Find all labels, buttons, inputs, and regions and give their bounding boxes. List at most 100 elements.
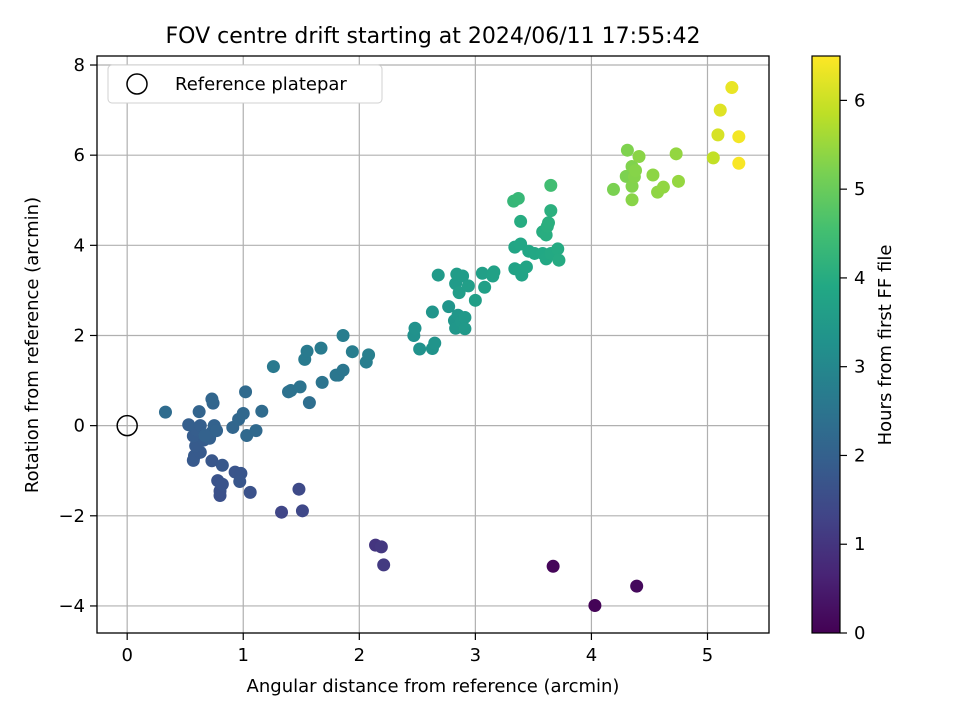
x-tick-label: 5 bbox=[702, 645, 713, 666]
y-axis-label: Rotation from reference (arcmin) bbox=[22, 197, 43, 493]
data-point bbox=[275, 505, 289, 519]
data-point bbox=[461, 279, 475, 293]
data-point bbox=[336, 328, 350, 342]
x-tick-label: 2 bbox=[354, 645, 365, 666]
data-point bbox=[205, 454, 219, 468]
data-point bbox=[193, 419, 207, 433]
data-point bbox=[362, 348, 376, 362]
scatter-points bbox=[158, 81, 746, 613]
y-tick-label: 6 bbox=[74, 145, 85, 166]
data-point bbox=[192, 405, 206, 419]
chart-title: FOV centre drift starting at 2024/06/11 … bbox=[166, 24, 701, 49]
data-point bbox=[511, 191, 525, 205]
data-point bbox=[606, 182, 620, 196]
data-point bbox=[431, 268, 445, 282]
data-point bbox=[725, 81, 739, 95]
grid bbox=[97, 56, 769, 633]
data-point bbox=[233, 475, 247, 489]
colorbar-label: Hours from first FF file bbox=[875, 245, 896, 446]
data-point bbox=[552, 253, 566, 267]
data-point bbox=[519, 260, 533, 274]
data-point bbox=[711, 128, 725, 142]
data-point bbox=[646, 168, 660, 182]
colorbar-tick-label: 5 bbox=[854, 179, 865, 200]
y-tick-label: −2 bbox=[58, 506, 85, 527]
data-point bbox=[514, 214, 528, 228]
data-point bbox=[302, 396, 316, 410]
data-point bbox=[292, 482, 306, 496]
colorbar: 0 1 2 3 4 5 6 Hours from first FF file bbox=[811, 55, 896, 644]
data-point bbox=[732, 130, 746, 144]
data-point bbox=[236, 406, 250, 420]
data-point bbox=[243, 485, 257, 499]
data-point bbox=[541, 216, 555, 230]
data-point bbox=[458, 310, 472, 324]
data-point bbox=[158, 405, 172, 419]
data-point bbox=[314, 341, 328, 355]
data-point bbox=[239, 385, 253, 399]
colorbar-gradient bbox=[811, 55, 841, 634]
x-tick-label: 0 bbox=[121, 645, 132, 666]
data-point bbox=[551, 242, 565, 256]
legend: Reference platepar bbox=[107, 64, 383, 104]
data-point bbox=[544, 178, 558, 192]
plot-frame bbox=[96, 55, 770, 634]
data-point bbox=[377, 558, 391, 572]
colorbar-tick-label: 4 bbox=[854, 268, 865, 289]
colorbar-tick-label: 2 bbox=[854, 445, 865, 466]
data-point bbox=[198, 429, 212, 443]
data-point bbox=[210, 424, 224, 438]
colorbar-tick-label: 1 bbox=[854, 534, 865, 555]
data-point bbox=[428, 336, 442, 350]
data-point bbox=[671, 174, 685, 188]
data-point bbox=[425, 305, 439, 319]
data-point bbox=[182, 418, 196, 432]
y-tick-label: 2 bbox=[74, 325, 85, 346]
data-point bbox=[442, 300, 456, 314]
data-point bbox=[413, 342, 427, 356]
data-point bbox=[374, 540, 388, 554]
x-tick-label: 1 bbox=[238, 645, 249, 666]
data-point bbox=[669, 147, 683, 161]
plot-area bbox=[96, 55, 770, 634]
data-point bbox=[656, 180, 670, 194]
data-point bbox=[630, 579, 644, 593]
y-tick-label: −4 bbox=[58, 596, 85, 617]
data-point bbox=[706, 151, 720, 165]
data-point bbox=[300, 344, 314, 358]
data-point bbox=[713, 103, 727, 117]
data-point bbox=[293, 380, 307, 394]
data-point bbox=[478, 280, 492, 294]
data-point bbox=[215, 477, 229, 491]
data-point bbox=[632, 150, 646, 164]
y-tick-label: 8 bbox=[74, 55, 85, 76]
reference-platepar-marker bbox=[116, 414, 138, 437]
data-point bbox=[452, 286, 466, 300]
data-point bbox=[249, 424, 263, 438]
colorbar-tick-label: 3 bbox=[854, 357, 865, 378]
colorbar-tick-label: 6 bbox=[854, 90, 865, 111]
x-axis-label: Angular distance from reference (arcmin) bbox=[247, 676, 620, 697]
y-axis-ticks: −4 −2 0 2 4 6 8 bbox=[58, 55, 97, 617]
data-point bbox=[215, 458, 229, 472]
data-point bbox=[315, 375, 329, 389]
y-tick-label: 4 bbox=[74, 235, 85, 256]
data-point bbox=[544, 204, 558, 218]
data-point bbox=[468, 293, 482, 307]
colorbar-ticks: 0 1 2 3 4 5 6 bbox=[840, 90, 865, 644]
data-point bbox=[255, 404, 269, 418]
data-point bbox=[620, 143, 634, 157]
data-point bbox=[546, 559, 560, 573]
data-point bbox=[588, 599, 602, 613]
data-point bbox=[629, 163, 643, 177]
legend-label: Reference platepar bbox=[175, 74, 347, 95]
data-point bbox=[266, 360, 280, 374]
data-point bbox=[487, 265, 501, 279]
data-point bbox=[295, 504, 309, 518]
data-point bbox=[345, 345, 359, 359]
x-axis-ticks: 0 1 2 3 4 5 bbox=[121, 633, 713, 666]
data-point bbox=[205, 392, 219, 406]
data-point bbox=[336, 363, 350, 377]
data-point bbox=[732, 156, 746, 170]
y-tick-label: 0 bbox=[74, 416, 85, 437]
